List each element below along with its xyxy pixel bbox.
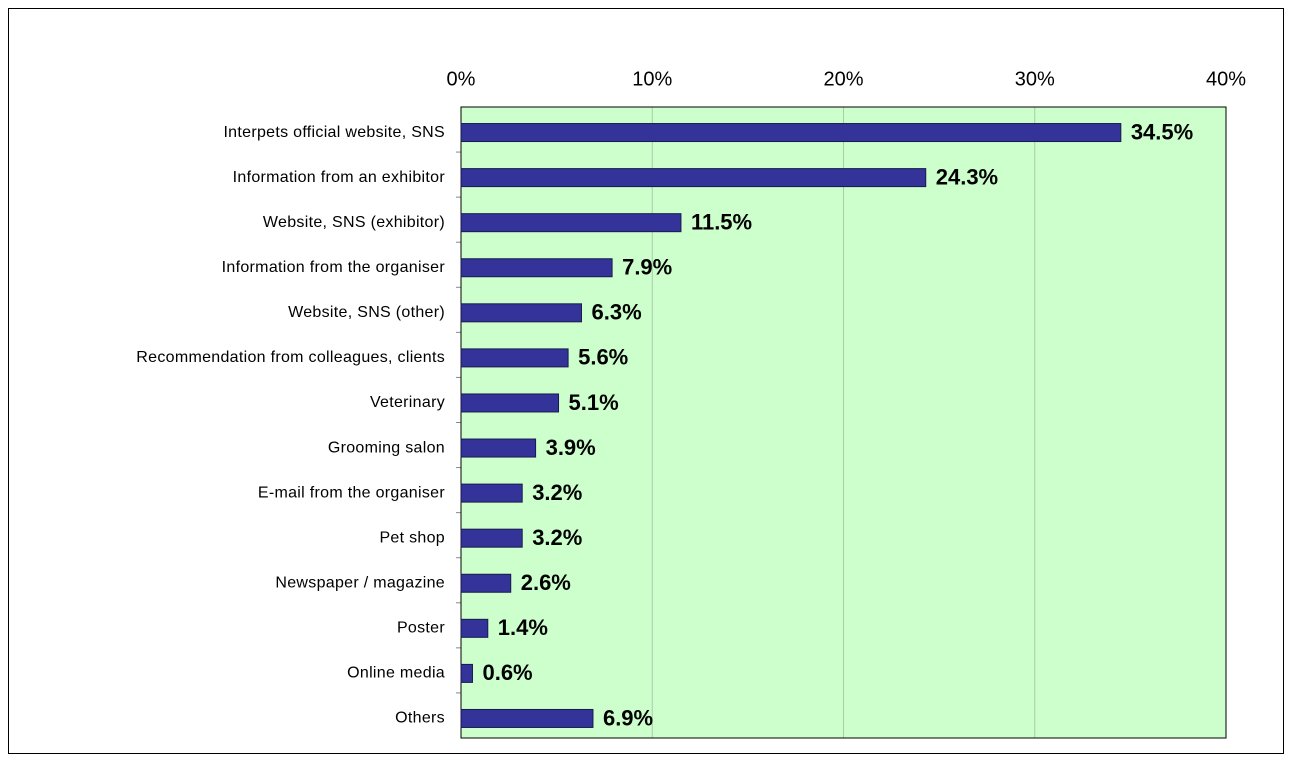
bar [460,483,523,503]
value-label: 0.6% [482,660,532,685]
y-tick-label: E-mail from the organiser [258,484,445,501]
value-label: 2.6% [521,570,571,595]
y-tick-label: Others [395,710,445,727]
bar [460,258,613,278]
value-label: 11.5% [691,209,752,234]
y-tick-label: Poster [397,620,445,637]
y-tick-label: Website, SNS (other) [288,304,445,321]
value-label: 3.2% [532,480,582,505]
y-tick-label: Information from the organiser [222,259,446,276]
value-label: 6.9% [603,705,653,730]
y-tick-label: Interpets official website, SNS [223,124,445,141]
y-tick-label: Website, SNS (exhibitor) [263,214,445,231]
x-tick-label: 20% [823,68,863,90]
value-label: 24.3% [936,164,998,189]
value-label: 5.1% [569,390,619,415]
x-tick-label: 10% [632,68,672,90]
bar [460,393,560,413]
value-label: 3.2% [532,525,582,550]
value-label: 7.9% [622,255,672,280]
bar [460,213,682,233]
y-tick-label: Newspaper / magazine [275,574,445,591]
bar [460,618,489,638]
bar [460,123,1122,143]
bar [460,663,473,683]
value-label: 1.4% [498,615,548,640]
bar [460,528,523,548]
y-tick-label: Pet shop [379,529,445,546]
y-tick-label: Grooming salon [328,439,445,456]
value-label: 3.9% [546,435,596,460]
bar [460,573,512,593]
bar [460,348,569,368]
bar [460,438,537,458]
plot-border [460,106,1227,739]
y-tick-label: Veterinary [370,394,445,411]
value-label: 6.3% [591,300,641,325]
y-tick-label: Information from an exhibitor [233,169,446,186]
value-label: 5.6% [578,345,628,370]
bar [460,303,582,323]
x-tick-label: 0% [447,68,476,90]
bar [460,168,927,188]
x-tick-label: 40% [1206,68,1246,90]
bar [460,708,594,728]
value-label: 34.5% [1131,119,1193,144]
y-tick-label: Recommendation from colleagues, clients [136,349,445,366]
y-tick-label: Online media [347,665,445,682]
x-tick-label: 30% [1015,68,1055,90]
